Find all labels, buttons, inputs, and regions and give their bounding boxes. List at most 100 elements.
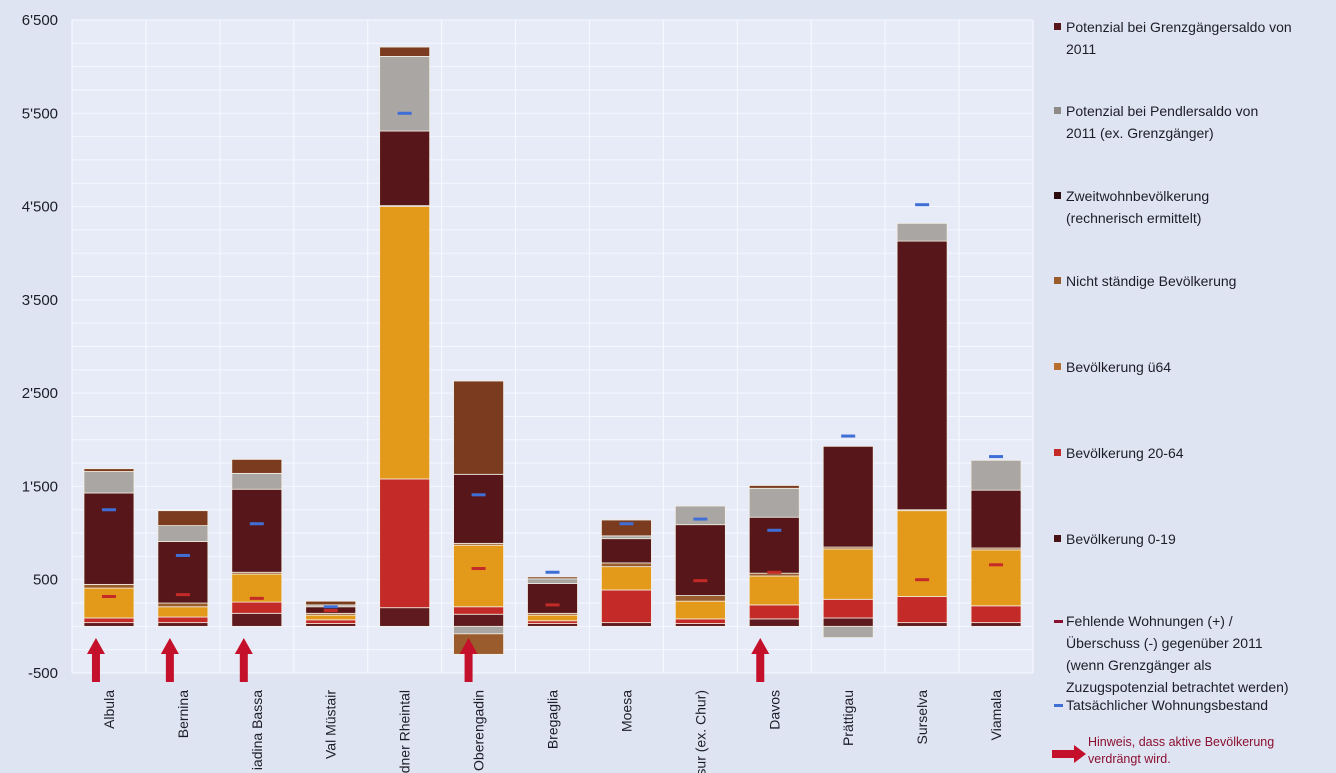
marker-dash [101,508,116,512]
bar-segment [748,618,800,627]
legend-item-zweitwohn: Zweitwohnbevölkerung (rechnerisch ermitt… [1052,185,1332,229]
legend-swatch [1054,449,1061,456]
bar-segment [157,602,209,608]
x-tick-label: iadina Bassa [249,690,265,770]
marker-dash [249,596,264,600]
legend-swatch [1054,192,1061,199]
bar-segment [453,473,504,544]
hint-note-text: Hinweis, dass aktive Bevölkerung verdrän… [1088,735,1275,766]
y-axis: -500 500 1'500 2'500 3'500 4'500 5'500 6'500 [22,12,58,682]
marker-dash [693,517,708,521]
bar-segment [231,458,283,474]
bar-segment [453,613,504,627]
bar-segment [305,600,357,606]
y-tick-label: 6'500 [22,12,58,29]
bar-segment-negative [453,625,504,635]
marker-dash [915,203,930,207]
marker-dash [175,593,190,597]
marker-dash [767,528,782,532]
marker-dash [323,608,338,612]
hint-arrow [234,638,253,682]
bar-segment [527,623,578,627]
bar-segment [970,549,1022,607]
legend-label: Bevölkerung 0-19 [1066,531,1176,547]
bar-segment [674,623,726,627]
marker-dash [397,111,412,115]
bar-segment [896,240,948,511]
legend-label: Zweitwohnbevölkerung (rechnerisch ermitt… [1066,188,1210,226]
hint-arrow [86,638,105,682]
bar-segment [83,622,135,627]
marker-dash [249,522,264,526]
hint-arrows [86,638,770,682]
bar-segment [822,445,874,548]
bar-segment [453,606,504,615]
bar-segment [453,380,504,475]
bar-segment [527,576,578,580]
legend-label: Bevölkerung ü64 [1066,359,1172,375]
x-tick-label: Prättigau [840,690,856,746]
bar-segment [674,600,726,620]
marker-dash [693,579,708,583]
marker-dash [175,553,190,557]
marker-dash [767,570,782,574]
bar-segment [83,587,135,619]
bar-segment [748,516,800,574]
gridlines [71,19,1034,674]
bar-segment [896,596,948,624]
bar-segment [157,606,209,618]
legend-swatch [1054,277,1061,284]
y-tick-label: 1'500 [22,478,58,495]
hint-arrow [751,638,770,682]
x-axis: Albula Bernina iadina Bassa Val Müstair dner… [101,690,1004,773]
bar-segment [231,612,283,627]
legend-item-wohnungsbestand: Tatsächlicher Wohnungsbestand [1052,694,1332,716]
bar-segment [601,622,652,627]
legend-swatch [1054,704,1063,707]
bar-segment [157,622,209,627]
bar-segment [970,605,1022,624]
bar-segment [231,601,283,614]
legend-item-nicht-staendig: Nicht ständige Bevölkerung [1052,270,1332,292]
chart: -500 500 1'500 2'500 3'500 4'500 5'500 6'500 Al… [22,12,1034,773]
legend-label: Tatsächlicher Wohnungsbestand [1066,697,1269,713]
bar-segment [379,46,431,57]
y-tick-label: 3'500 [22,292,58,309]
bar-segment [157,525,209,542]
x-tick-label: Surselva [914,690,930,745]
marker-dash [545,570,560,574]
legend-label: Nicht ständige Bevölkerung [1066,273,1237,289]
bar-segment [970,622,1022,627]
bar-segment [896,222,948,242]
bar-segment [157,616,209,624]
bar-segment [83,471,135,494]
legend-item-20-64: Bevölkerung 20-64 [1052,442,1332,464]
bar-segment [674,524,726,596]
x-tick-label: Oberengadin [471,690,487,771]
bar-segment [379,206,431,480]
bar-segment [83,617,135,624]
legend-swatch [1054,620,1063,623]
bar-segment [231,488,283,573]
bar-segment [527,620,578,624]
markers [101,111,1004,612]
x-tick-label: Viamala [988,690,1004,741]
legend-label: Potenzial bei Grenzgängersaldo von 2011 [1066,19,1292,57]
x-tick-label: Davos [766,690,782,730]
bar-segment [748,604,800,620]
legend-swatch [1054,535,1061,542]
marker-dash [101,595,116,599]
legend-item-grenzgaenger: Potenzial bei Grenzgängersaldo von 2011 [1052,16,1332,60]
legend-label: Bevölkerung 20-64 [1066,445,1184,461]
bar-segment [379,55,431,132]
y-tick-label: 4'500 [22,199,58,216]
legend-swatch [1054,23,1061,30]
y-tick-label: 2'500 [22,385,58,402]
bar-segment-negative [453,633,504,655]
y-tick-label: 5'500 [22,105,58,122]
bar-segment [157,510,209,527]
legend-item-ue64: Bevölkerung ü64 [1052,356,1332,378]
y-tick-label: 500 [33,572,58,589]
marker-dash [471,493,486,497]
bar-segment [601,535,652,540]
